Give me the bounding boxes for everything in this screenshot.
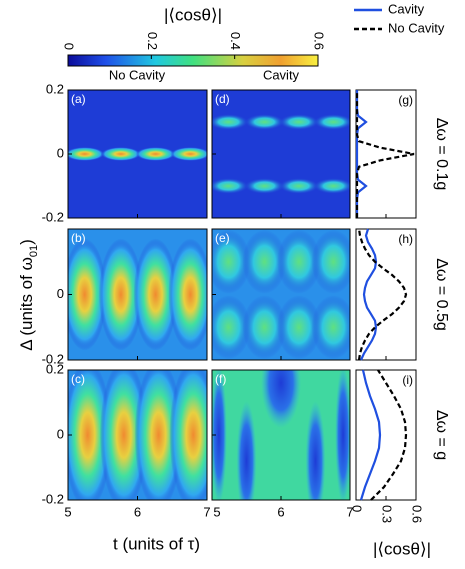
row-title: Δω = g xyxy=(433,410,450,460)
profile-line xyxy=(359,228,378,361)
row-title: Δω = 0.5g xyxy=(433,258,450,331)
heatmap-blob xyxy=(261,370,301,428)
row-title: Δω = 0.1g xyxy=(433,118,450,191)
y-tick-label: -0.2 xyxy=(42,209,64,224)
panel-label: (g) xyxy=(398,93,413,107)
profile-line xyxy=(357,228,408,361)
heatmap-blob xyxy=(212,295,251,360)
heatmap-blob xyxy=(313,178,350,194)
heatmap-blob xyxy=(68,147,105,161)
profile-frame xyxy=(355,89,417,219)
profile-x-tick-label: 0 xyxy=(350,505,365,512)
heatmap-blob xyxy=(311,229,350,294)
heatmap xyxy=(212,229,350,360)
x-tick-label: 5 xyxy=(213,504,220,519)
colorbar-tick-label: 0.6 xyxy=(312,32,327,50)
heatmap-blob xyxy=(68,238,107,351)
heatmap-blob xyxy=(170,147,207,161)
heatmap-blob xyxy=(313,114,350,130)
profile-line xyxy=(359,369,382,501)
heatmap-blob xyxy=(311,295,350,360)
y-tick-label: 0 xyxy=(57,426,64,441)
colorbar xyxy=(67,54,319,67)
y-tick-label: -0.2 xyxy=(42,351,64,366)
heatmap-blob xyxy=(100,147,141,161)
heatmap-blob xyxy=(135,147,176,161)
panel-label: (c) xyxy=(71,372,85,386)
heatmap-blob xyxy=(133,238,178,351)
heatmap-blob xyxy=(212,178,249,194)
column-title: No Cavity xyxy=(109,67,166,82)
profile-line xyxy=(370,369,408,501)
panel-label: (f) xyxy=(215,372,226,386)
heatmap-blob xyxy=(169,370,207,500)
heatmap-blob xyxy=(305,401,326,500)
panel-label: (i) xyxy=(402,373,413,387)
heatmap xyxy=(212,370,350,500)
panel-label: (a) xyxy=(71,92,86,106)
colorbar-tick-label: 0.2 xyxy=(145,32,160,50)
heatmap-blob xyxy=(236,401,257,500)
heatmap xyxy=(68,370,207,500)
y-tick-label: 0 xyxy=(57,286,64,301)
heatmap-blob xyxy=(168,238,207,351)
heatmap-blob xyxy=(99,370,148,500)
y-axis-label: Δ (units of ω01) xyxy=(17,239,39,351)
y-axis-label-end: ) xyxy=(17,239,36,245)
heatmap-blob xyxy=(244,114,285,130)
heatmap-blob xyxy=(242,295,287,360)
heatmap-blob xyxy=(335,370,350,500)
x-tick-label: 6 xyxy=(277,504,284,519)
heatmap-blob xyxy=(244,178,285,194)
colorbar-tick-label: 0.4 xyxy=(228,32,243,50)
x-tick-label: 6 xyxy=(134,504,141,519)
heatmap-blob xyxy=(276,295,321,360)
heatmap-blob xyxy=(278,114,319,130)
heatmap-blob xyxy=(276,229,321,294)
heatmap-blob xyxy=(134,370,183,500)
panel-label: (d) xyxy=(215,92,230,106)
x-tick-label: 7 xyxy=(346,504,353,519)
y-tick-label: 0 xyxy=(57,145,64,160)
panel-label: (e) xyxy=(215,231,230,245)
heatmap-blob xyxy=(68,370,112,500)
panel-label: (b) xyxy=(71,231,86,245)
heatmap-blob xyxy=(212,114,249,130)
colorbar-title: |⟨cosθ⟩| xyxy=(164,5,222,24)
profile-x-tick-label: 0.6 xyxy=(410,505,425,523)
x-tick-label: 5 xyxy=(64,504,71,519)
profile-line xyxy=(355,90,415,218)
heatmap xyxy=(212,90,350,218)
heatmap xyxy=(68,229,207,360)
colorbar-tick-label: 0 xyxy=(62,43,77,50)
y-axis-label-text: Δ (units of ω xyxy=(17,257,36,351)
y-tick-label: 0.2 xyxy=(46,361,64,376)
heatmap-background xyxy=(212,90,350,218)
heatmap-blob xyxy=(278,178,319,194)
profile-x-label: |⟨cosθ⟩| xyxy=(373,539,431,558)
x-tick-label: 7 xyxy=(203,504,210,519)
x-axis-label: t (units of τ) xyxy=(113,534,200,553)
legend-label: Cavity xyxy=(388,1,425,16)
legend-label: No Cavity xyxy=(388,20,445,35)
heatmap-blob xyxy=(212,370,227,500)
y-axis-label-sub: 01 xyxy=(28,245,40,257)
profile-x-tick-label: 0.3 xyxy=(380,505,395,523)
column-title: Cavity xyxy=(263,67,300,82)
y-tick-label: -0.2 xyxy=(42,491,64,506)
heatmap-blob xyxy=(242,229,287,294)
heatmap-blob xyxy=(212,229,251,294)
panel-label: (h) xyxy=(398,232,413,246)
y-tick-label: 0.2 xyxy=(46,81,64,96)
heatmap-blob xyxy=(98,238,143,351)
heatmap xyxy=(68,90,207,218)
